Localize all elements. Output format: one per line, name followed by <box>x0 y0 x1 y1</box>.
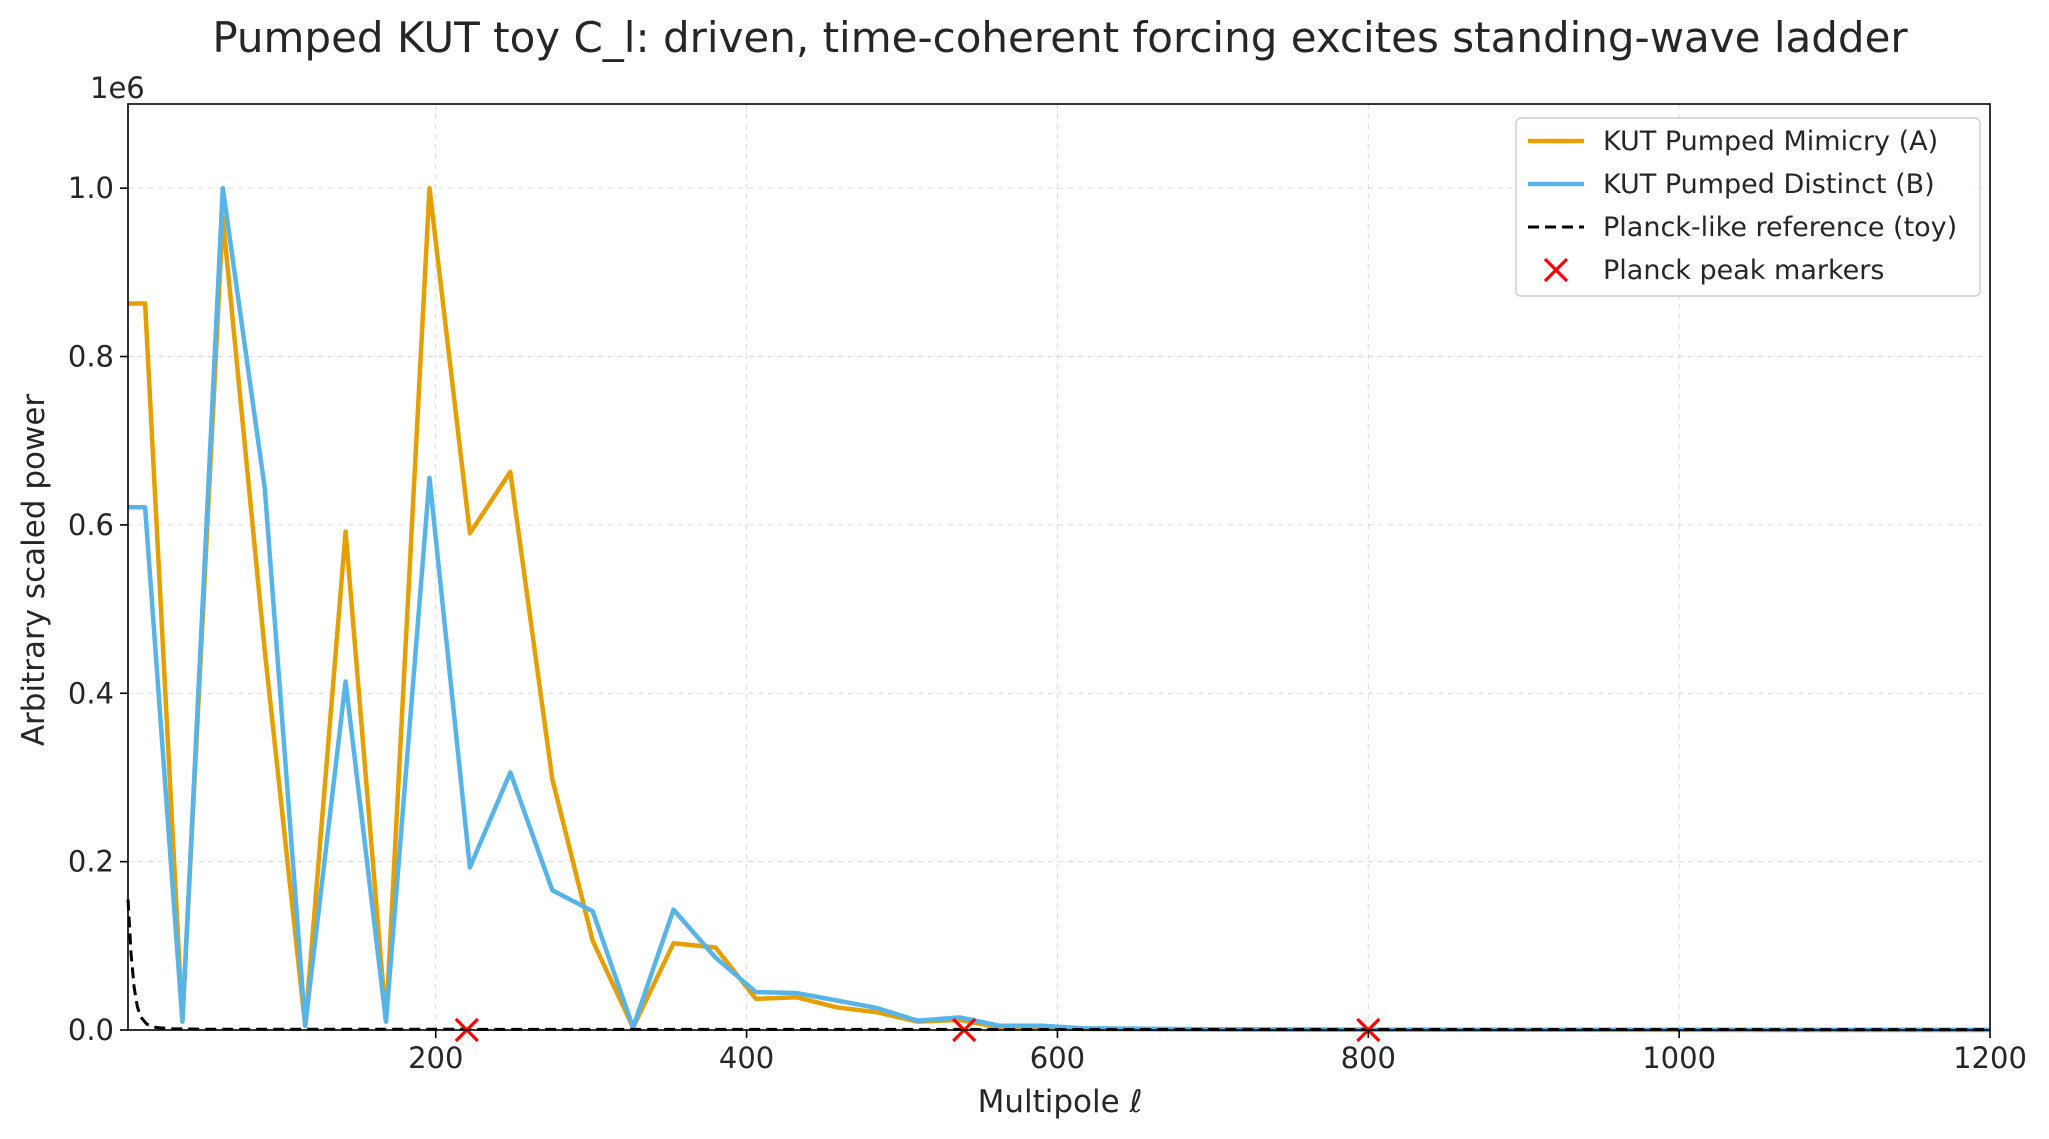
y-tick-label: 0.4 <box>68 676 114 710</box>
x-tick-label: 800 <box>1341 1041 1396 1075</box>
axes: 200 400 600 800 1000 1200 0.0 0.2 0.4 0.6 0.8 1.0 <box>68 171 2027 1075</box>
y-tick-label: 1.0 <box>68 171 114 205</box>
y-tick-label: 0.8 <box>68 340 114 374</box>
x-tick-label: 600 <box>1030 1041 1085 1075</box>
legend-label-3: Planck-like reference (toy) <box>1603 212 1957 243</box>
legend-label-2: KUT Pumped Distinct (B) <box>1603 169 1935 200</box>
y-tick-label: 0.2 <box>68 845 114 879</box>
x-tick-label: 1200 <box>1953 1041 2027 1075</box>
y-tick-label: 0.0 <box>68 1013 114 1047</box>
x-tick-label: 200 <box>408 1041 463 1075</box>
chart-title: Pumped KUT toy C_l: driven, time-coheren… <box>212 13 1908 62</box>
legend-box <box>1515 117 1981 297</box>
legend: KUT Pumped Mimicry (A) KUT Pumped Distinc… <box>1515 117 1981 297</box>
y-offset-label: 1e6 <box>90 71 145 105</box>
x-axis-label: Multipole ℓ <box>978 1084 1143 1120</box>
x-tick-label: 1000 <box>1642 1041 1716 1075</box>
y-axis-label: Arbitrary scaled power <box>16 394 52 747</box>
x-tick-label: 400 <box>719 1041 774 1075</box>
series-line-3 <box>126 899 1991 1032</box>
legend-swatch-markers <box>1543 257 1569 283</box>
y-tick-label: 0.6 <box>68 508 114 542</box>
plot-area <box>127 103 1991 1031</box>
legend-label-markers: Planck peak markers <box>1603 255 1884 286</box>
legend-label-1: KUT Pumped Mimicry (A) <box>1603 126 1938 157</box>
